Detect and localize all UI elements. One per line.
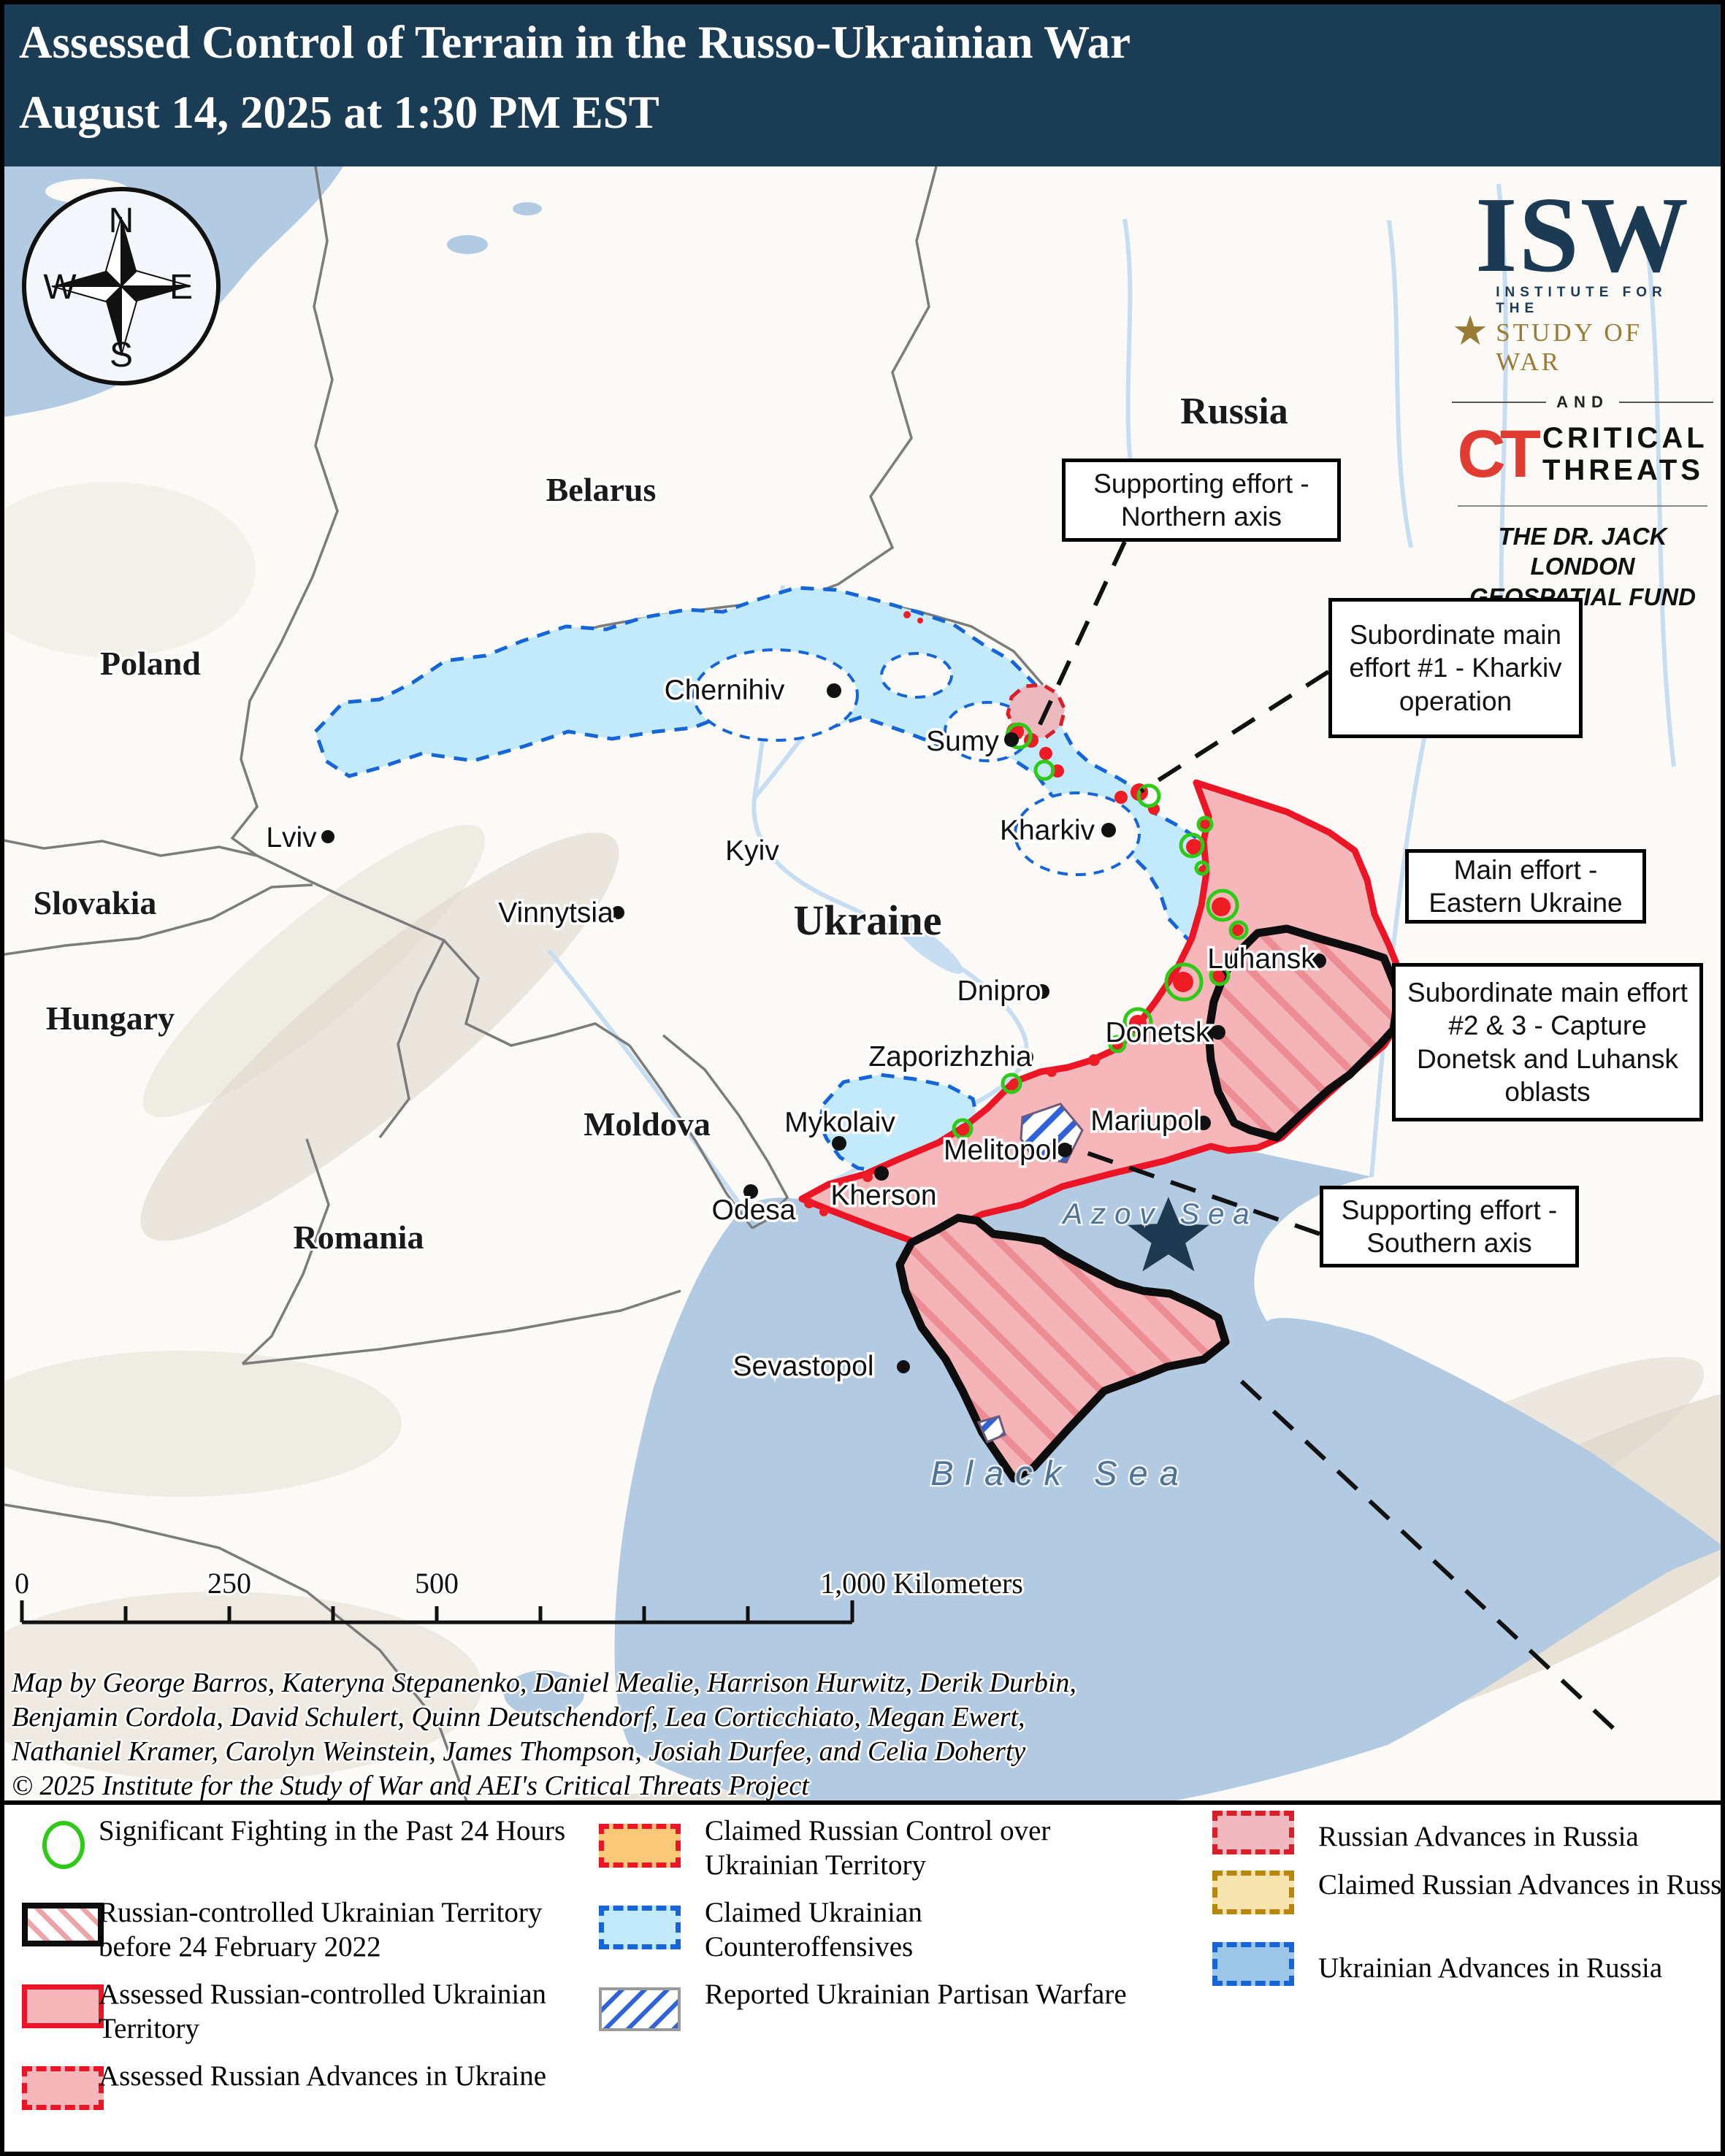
credits-line2: Benjamin Cordola, David Schulert, Quinn … xyxy=(12,1702,1025,1733)
leader-lines xyxy=(1033,540,1616,1731)
country-label-moldova: Moldova xyxy=(584,1105,711,1143)
sea-label-black: Black Sea xyxy=(930,1454,1190,1492)
fund-line1: THE DR. JACK LONDON xyxy=(1498,523,1667,580)
black-sea xyxy=(614,1148,1725,1829)
scale-500: 500 xyxy=(415,1567,459,1600)
kyiv-star-icon xyxy=(1128,1197,1209,1272)
country-label-russia: Russia xyxy=(1180,391,1288,432)
legend-item-ukrainian-advances-russia: Ukrainian Advances in Russia xyxy=(1318,1952,1663,1984)
compass-n: N xyxy=(109,202,134,240)
country-label-hungary: Hungary xyxy=(46,1000,175,1037)
legend: Significant Fighting in the Past 24 Hour… xyxy=(0,1800,1725,2156)
city-label-chernihiv: Chernihiv xyxy=(665,675,785,706)
city-label-kyiv: Kyiv xyxy=(725,835,779,867)
isw-subtitle-1: INSTITUTE FOR THE xyxy=(1496,285,1667,316)
logo-block: ISW ★ INSTITUTE FOR THE STUDY OF WAR AND… xyxy=(1452,175,1714,612)
city-label-kherson: Kherson xyxy=(830,1180,936,1211)
callout-northern-axis: Supporting effort - Northern axis xyxy=(1062,459,1341,542)
compass-icon: N E S W xyxy=(22,187,221,385)
credits-line4: © 2025 Institute for the Study of War an… xyxy=(12,1771,809,1801)
legend-item-russian-advances-russia: Russian Advances in Russia xyxy=(1318,1821,1639,1852)
marmara-inlet xyxy=(504,1670,584,1717)
city-label-kharkiv: Kharkiv xyxy=(1000,815,1095,846)
city-label-lviv: Lviv xyxy=(266,822,317,853)
legend-item-partisan-warfare: Reported Ukrainian Partisan Warfare xyxy=(705,1979,1127,2010)
and-divider: AND xyxy=(1452,393,1714,412)
city-dots xyxy=(321,683,1326,1373)
callout-capture-donetsk-luhansk: Subordinate main effort #2 & 3 - Capture… xyxy=(1392,963,1703,1121)
legend-swatch-claimed-russian-advances-russia xyxy=(1212,1871,1294,1914)
city-label-odesa: Odesa xyxy=(712,1194,796,1226)
pre2022-donbas-region xyxy=(1204,924,1403,1142)
callout-main-effort-eastern-ukraine: Main effort - Eastern Ukraine xyxy=(1405,849,1646,924)
city-label-zaporizhzhia: Zaporizhzhia xyxy=(868,1041,1032,1073)
city-label-sumy: Sumy xyxy=(926,726,999,757)
legend-item-assessed-russian: Assessed Russian-controlled Ukrainian Te… xyxy=(99,1979,547,2044)
callout-kharkiv-operation: Subordinate main effort #1 - Kharkiv ope… xyxy=(1328,598,1583,738)
city-label-luhansk: Luhansk xyxy=(1207,943,1315,975)
legend-swatch-claimed-counteroffensives xyxy=(599,1906,681,1949)
legend-item-claimed-russian-control: Claimed Russian Control over Ukrainian T… xyxy=(705,1815,1051,1881)
isw-logo: ISW xyxy=(1475,175,1690,295)
and-label: AND xyxy=(1556,393,1609,411)
city-label-donetsk: Donetsk xyxy=(1105,1017,1210,1048)
legend-item-russian-advances-ukraine: Assessed Russian Advances in Ukraine xyxy=(99,2060,547,2092)
page-title-line1: Assessed Control of Terrain in the Russo… xyxy=(19,17,1131,68)
scale-0: 0 xyxy=(15,1567,29,1600)
legend-swatch-ukrainian-advances-russia xyxy=(1212,1942,1294,1986)
country-label-belarus: Belarus xyxy=(546,471,657,508)
city-label-mykolaiv: Mykolaiv xyxy=(784,1107,895,1138)
compass-s: S xyxy=(110,336,133,375)
city-label-vinnytsia: Vinnytsia xyxy=(498,897,613,929)
isw-subtitle-2: STUDY OF WAR xyxy=(1496,318,1643,376)
counteroffensive-white-pockets xyxy=(692,648,1141,876)
scale-1000: 1,000 Kilometers xyxy=(820,1567,1023,1600)
legend-swatch-significant-fighting xyxy=(42,1821,85,1869)
legend-swatch-claimed-russian-control xyxy=(599,1824,681,1868)
crimea-region xyxy=(895,1213,1230,1483)
lake xyxy=(447,235,488,254)
ct-label-2: THREATS xyxy=(1542,454,1704,486)
critical-threats-ct-icon: CT xyxy=(1457,416,1541,491)
title-bar: Assessed Control of Terrain in the Russo… xyxy=(0,0,1725,166)
country-label-ukraine: Ukraine xyxy=(794,897,942,944)
kremenchuk-reservoir xyxy=(892,917,963,974)
compass-e: E xyxy=(169,268,193,307)
compass-w: W xyxy=(43,268,77,307)
legend-swatch-russian-advances-ukraine xyxy=(22,2066,104,2110)
scale-250: 250 xyxy=(207,1567,251,1600)
country-label-slovakia: Slovakia xyxy=(34,884,157,921)
callout-southern-axis: Supporting effort - Southern axis xyxy=(1320,1186,1579,1267)
legend-swatch-pre2022 xyxy=(22,1903,104,1946)
credits-line3: Nathaniel Kramer, Carolyn Weinstein, Jam… xyxy=(12,1736,1026,1767)
legend-swatch-partisan-warfare xyxy=(599,1987,681,2031)
map-credits: Map by George Barros, Kateryna Stepanenk… xyxy=(12,1666,1151,1803)
ct-label-1: CRITICAL xyxy=(1542,422,1708,454)
scale-bar xyxy=(20,1600,854,1624)
legend-item-claimed-counteroffensives: Claimed Ukrainian Counteroffensives xyxy=(705,1897,922,1963)
legend-swatch-assessed-russian xyxy=(22,1984,104,2028)
city-label-sevastopol: Sevastopol xyxy=(733,1351,874,1382)
legend-item-claimed-russian-advances-russia: Claimed Russian Advances in Russia xyxy=(1318,1869,1725,1900)
fund-divider xyxy=(1458,505,1707,507)
page-title-line2: August 14, 2025 at 1:30 PM EST xyxy=(19,87,659,138)
country-label-romania: Romania xyxy=(294,1219,424,1256)
legend-item-significant-fighting: Significant Fighting in the Past 24 Hour… xyxy=(99,1815,566,1846)
legend-item-pre2022: Russian-controlled Ukrainian Territory b… xyxy=(99,1897,543,1963)
sea-label-azov: Azov Sea xyxy=(1061,1198,1258,1230)
city-label-mariupol: Mariupol xyxy=(1090,1105,1200,1137)
isw-star-icon: ★ xyxy=(1452,307,1489,353)
legend-swatch-russian-advances-russia xyxy=(1212,1811,1294,1854)
credits-line1: Map by George Barros, Kateryna Stepanenk… xyxy=(12,1668,1076,1698)
lake xyxy=(513,202,542,215)
country-label-poland: Poland xyxy=(100,645,201,682)
significant-fighting-circles xyxy=(952,722,1249,1140)
city-label-melitopol: Melitopol xyxy=(944,1135,1057,1166)
city-label-dnipro: Dnipro xyxy=(957,975,1041,1007)
